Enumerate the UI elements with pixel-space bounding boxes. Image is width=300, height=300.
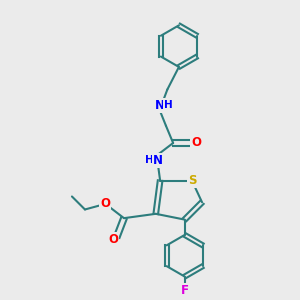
Text: F: F	[181, 284, 189, 297]
Text: N: N	[155, 99, 165, 112]
Text: H: H	[145, 155, 154, 165]
Text: O: O	[108, 233, 118, 246]
Text: S: S	[188, 174, 196, 187]
Text: O: O	[191, 136, 201, 149]
Text: H: H	[164, 100, 172, 110]
Text: O: O	[100, 196, 110, 210]
Text: N: N	[153, 154, 163, 167]
